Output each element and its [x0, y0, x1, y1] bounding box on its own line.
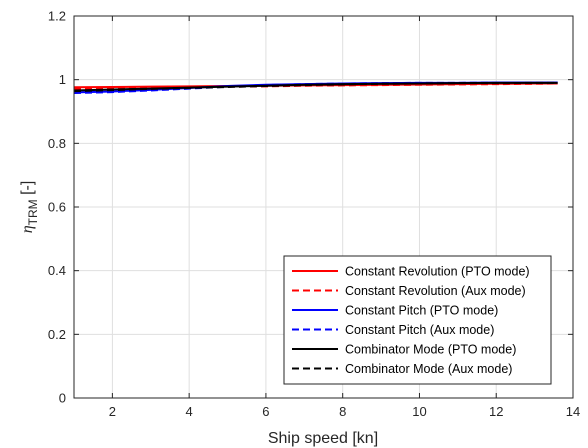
- y-tick-label: 0.4: [48, 263, 66, 278]
- legend-items: Constant Revolution (PTO mode) Constant R…: [292, 265, 530, 376]
- legend-label-5: Combinator Mode (PTO mode): [345, 343, 516, 357]
- y-tick-label: 0.6: [48, 200, 66, 215]
- y-tick-label: 1: [59, 72, 66, 87]
- y-axis-label-symbol: η: [19, 225, 36, 233]
- x-tick-label: 2: [109, 404, 116, 419]
- series-line-6: [73, 81, 558, 93]
- legend-label-3: Constant Pitch (PTO mode): [345, 304, 498, 318]
- x-tick-label: 6: [262, 404, 269, 419]
- legend-label-4: Constant Pitch (Aux mode): [345, 323, 494, 337]
- y-axis-label-subscript: TRM: [26, 199, 40, 225]
- series-line-4: [73, 81, 558, 95]
- y-tick-label: 1.2: [48, 9, 66, 24]
- x-tick-label: 10: [412, 404, 426, 419]
- legend: Constant Revolution (PTO mode) Constant R…: [283, 255, 552, 385]
- legend-label-6: Combinator Mode (Aux mode): [345, 362, 512, 376]
- y-axis-label-unit: [-]: [19, 181, 36, 200]
- x-axis-label: Ship speed [kn]: [268, 430, 378, 447]
- y-tick-label: 0: [59, 391, 66, 406]
- x-tick-label: 8: [339, 404, 346, 419]
- y-tick-label: 0.8: [48, 136, 66, 151]
- x-tick-label: 4: [186, 404, 193, 419]
- legend-label-1: Constant Revolution (PTO mode): [345, 265, 530, 279]
- legend-box: [283, 255, 552, 385]
- y-tick-label: 0.2: [48, 327, 66, 342]
- legend-label-2: Constant Revolution (Aux mode): [345, 284, 526, 298]
- x-tick-label: 14: [566, 404, 580, 419]
- x-tick-label: 12: [489, 404, 503, 419]
- y-axis-label: ηTRM [-]: [19, 181, 40, 234]
- axis-ticks: 2 4 6 8 10 12 14 0 0.2 0.4 0.6 0.8 1 1.2: [48, 9, 580, 420]
- series-lines: [73, 81, 558, 95]
